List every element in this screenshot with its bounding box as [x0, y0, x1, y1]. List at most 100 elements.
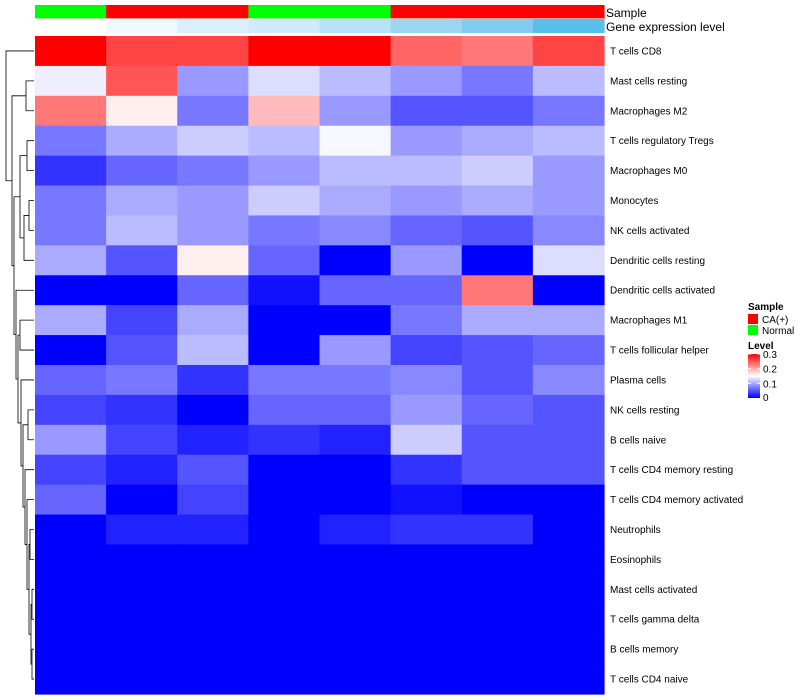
heatmap-cell — [319, 155, 392, 187]
heatmap-cell — [532, 514, 605, 546]
dendrogram-branch — [15, 289, 34, 380]
heatmap-cell — [177, 36, 249, 67]
heatmap-cell — [319, 305, 392, 336]
sample-annotation-cell — [390, 5, 463, 19]
heatmap-cell — [532, 245, 605, 276]
heatmap-cell — [106, 365, 178, 396]
level-color-bar — [748, 354, 760, 398]
heatmap-cell — [461, 305, 534, 336]
sample-annotation-cell — [177, 5, 249, 19]
heatmap-cell — [248, 155, 321, 187]
heatmap-cell — [177, 275, 249, 306]
heatmap-cell — [177, 664, 249, 695]
heatmap-cell — [35, 125, 107, 157]
dendrogram-branch — [31, 588, 34, 620]
heatmap-cell — [177, 484, 249, 516]
heatmap-cell — [390, 394, 463, 426]
heatmap-cell — [248, 514, 321, 546]
heatmap-cells — [35, 36, 605, 695]
heatmap-cell — [319, 484, 392, 516]
heatmap-cell — [106, 574, 178, 605]
heatmap-cell — [35, 335, 107, 366]
heatmap-cell — [532, 394, 605, 426]
row-label: T cells CD8 — [610, 46, 662, 57]
heatmap-cell — [248, 634, 321, 665]
dendrogram-branch — [28, 200, 34, 231]
dendrogram-branch — [13, 196, 20, 336]
heatmap-cell — [532, 275, 605, 306]
gene-expression-annotation-cell — [248, 19, 321, 33]
heatmap-cell — [248, 185, 321, 217]
heatmap-cell — [177, 335, 249, 366]
heatmap-cell — [461, 424, 534, 456]
heatmap-cell — [390, 484, 463, 516]
row-label: T cells follicular helper — [610, 346, 709, 357]
heatmap-cell — [177, 155, 249, 187]
heatmap-cell — [106, 394, 178, 426]
heatmap-cell — [461, 454, 534, 486]
heatmap-cell — [35, 215, 107, 246]
heatmap-cell — [390, 335, 463, 366]
sample-annotation-cell — [532, 5, 605, 19]
heatmap-cell — [35, 424, 107, 456]
heatmap-cell — [532, 634, 605, 665]
heatmap-cell — [106, 305, 178, 336]
heatmap-cell — [532, 305, 605, 336]
heatmap-cell — [35, 454, 107, 486]
heatmap-cell — [461, 65, 534, 97]
heatmap-cell — [461, 215, 534, 246]
heatmap-cell — [177, 424, 249, 456]
heatmap-cell — [106, 125, 178, 157]
heatmap-cell — [177, 125, 249, 157]
row-label: Macrophages M0 — [610, 166, 688, 177]
heatmap-cell — [390, 514, 463, 546]
level-tick-label: 0 — [763, 393, 769, 404]
row-label: Dendritic cells resting — [610, 256, 705, 267]
level-tick-label: 0.1 — [763, 379, 777, 390]
heatmap-cell — [461, 484, 534, 516]
heatmap-cell — [177, 65, 249, 97]
heatmap-cell — [461, 365, 534, 396]
level-tick-label: 0.2 — [763, 365, 777, 376]
heatmap-cell — [35, 664, 107, 695]
row-label: Mast cells resting — [610, 76, 687, 87]
heatmap-cell — [248, 365, 321, 396]
heatmap-cell — [390, 604, 463, 635]
sample-annotation-cell — [461, 5, 534, 19]
heatmap-cell — [532, 365, 605, 396]
sample-annotation-cell — [248, 5, 321, 19]
heatmap-cell — [35, 65, 107, 97]
dendrogram-branch — [26, 140, 34, 171]
legend-swatch-normal — [748, 325, 758, 335]
heatmap-cell — [532, 215, 605, 246]
heatmap-cell — [177, 634, 249, 665]
row-label: Neutrophils — [610, 525, 661, 536]
heatmap-cell — [35, 305, 107, 336]
legend-swatch-ca — [748, 314, 758, 324]
gene-expression-annotation-cell — [35, 19, 107, 33]
heatmap-cell — [35, 275, 107, 306]
row-label: Macrophages M1 — [610, 316, 688, 327]
heatmap-cell — [106, 245, 178, 276]
heatmap-cell — [461, 275, 534, 306]
heatmap-cell — [319, 514, 392, 546]
heatmap-cell — [319, 394, 392, 426]
heatmap-cell — [177, 185, 249, 217]
heatmap-cell — [248, 424, 321, 456]
dendrogram-branch — [5, 50, 34, 182]
heatmap-cell — [35, 484, 107, 516]
heatmap-cell — [248, 574, 321, 605]
dendrogram-branch — [29, 529, 34, 560]
heatmap-cell — [532, 185, 605, 217]
heatmap-cell — [319, 424, 392, 456]
heatmap-cell — [319, 634, 392, 665]
heatmap-cell — [106, 514, 178, 546]
heatmap-cell — [177, 305, 249, 336]
heatmap-cell — [106, 65, 178, 97]
heatmap-cell — [390, 634, 463, 665]
heatmap-cell — [106, 155, 178, 187]
heatmap-cell — [390, 305, 463, 336]
heatmap-cell — [390, 95, 463, 127]
heatmap-cell — [532, 335, 605, 366]
heatmap-cell — [106, 544, 178, 575]
